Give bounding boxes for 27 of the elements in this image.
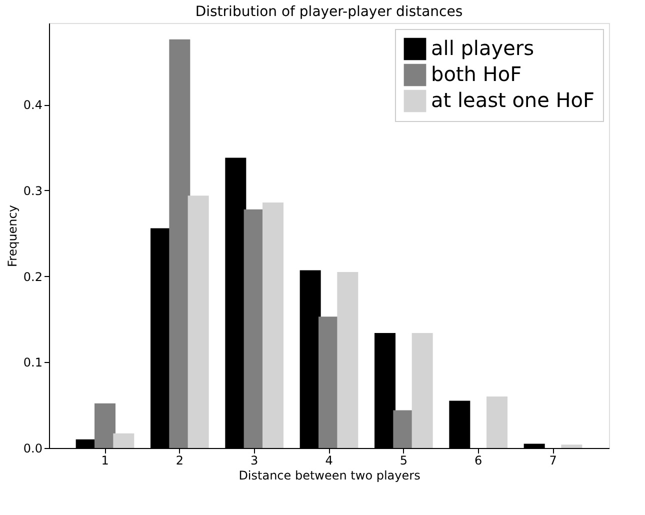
x-tick-label: 2 bbox=[176, 454, 184, 468]
y-axis-title: Frequency bbox=[5, 205, 20, 267]
chart-title: Distribution of player-player distances bbox=[195, 4, 463, 20]
bar bbox=[561, 444, 582, 448]
x-tick-label: 7 bbox=[549, 454, 557, 468]
bar bbox=[412, 332, 433, 448]
legend-label: at least one HoF bbox=[431, 88, 595, 112]
bar bbox=[94, 403, 116, 448]
bar bbox=[486, 396, 508, 448]
y-tick-label: 0.4 bbox=[23, 98, 42, 112]
x-tick-label: 3 bbox=[250, 454, 258, 468]
x-axis-title: Distance between two players bbox=[238, 468, 420, 482]
bar bbox=[113, 433, 134, 448]
y-tick-label: 0.2 bbox=[23, 270, 42, 284]
legend-label: both HoF bbox=[431, 62, 522, 86]
y-tick-label: 0.3 bbox=[23, 184, 42, 198]
bar bbox=[169, 39, 190, 448]
x-tick-label: 5 bbox=[400, 454, 408, 468]
bar bbox=[337, 272, 358, 448]
y-tick-label: 0.0 bbox=[23, 442, 42, 456]
bar bbox=[188, 196, 209, 448]
bar bbox=[262, 202, 284, 448]
x-tick-label: 1 bbox=[101, 454, 109, 468]
x-tick-label: 4 bbox=[325, 454, 333, 468]
legend-label: all players bbox=[431, 36, 534, 60]
x-tick-label: 6 bbox=[474, 454, 482, 468]
y-tick-label: 0.1 bbox=[23, 356, 42, 370]
